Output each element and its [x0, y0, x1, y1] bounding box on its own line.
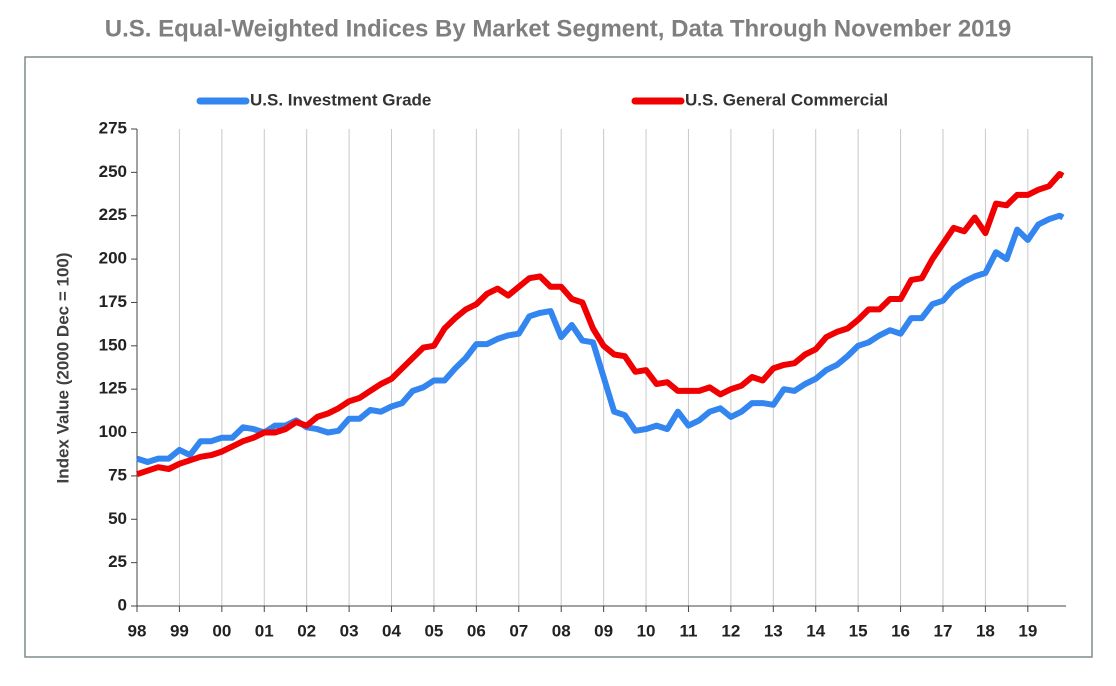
chart-title: U.S. Equal-Weighted Indices By Market Se… [105, 15, 1011, 42]
x-tick-label: 19 [1018, 621, 1037, 640]
x-tick-label: 03 [340, 621, 359, 640]
legend-label: U.S. Investment Grade [250, 90, 431, 109]
x-tick-label: 06 [467, 621, 486, 640]
series-line [136, 171, 1065, 478]
y-tick-label: 75 [108, 465, 127, 484]
x-tick-label: 07 [509, 621, 528, 640]
x-tick-label: 18 [976, 621, 995, 640]
legend-label: U.S. General Commercial [685, 90, 888, 109]
x-tick-label: 13 [764, 621, 783, 640]
y-tick-label: 0 [118, 595, 127, 614]
x-tick-label: 16 [891, 621, 910, 640]
x-tick-label: 11 [679, 621, 697, 640]
x-tick-label: 12 [721, 621, 740, 640]
y-tick-label: 125 [99, 379, 127, 398]
x-tick-label: 14 [806, 621, 825, 640]
y-tick-label: 175 [99, 292, 127, 311]
x-tick-label: 15 [849, 621, 868, 640]
y-tick-label: 25 [108, 552, 127, 571]
x-tick-label: 09 [594, 621, 613, 640]
chart-frame [24, 56, 1093, 658]
x-tick-label: 02 [297, 621, 316, 640]
y-tick-label: 50 [108, 509, 127, 528]
x-tick-label: 04 [382, 621, 401, 640]
x-tick-label: 98 [128, 621, 147, 640]
x-tick-label: 99 [170, 621, 189, 640]
x-tick-label: 01 [255, 621, 274, 640]
y-axis-label: Index Value (2000 Dec = 100) [53, 252, 72, 483]
x-tick-label: 17 [934, 621, 953, 640]
x-tick-label: 08 [552, 621, 571, 640]
y-tick-label: 250 [99, 162, 127, 181]
y-tick-label: 225 [99, 205, 127, 224]
x-tick-label: 00 [212, 621, 231, 640]
x-tick-label: 10 [637, 621, 656, 640]
y-tick-label: 200 [99, 249, 127, 268]
y-tick-label: 150 [99, 335, 127, 354]
y-tick-label: 275 [99, 118, 127, 137]
x-tick-label: 05 [424, 621, 443, 640]
y-tick-label: 100 [99, 422, 127, 441]
